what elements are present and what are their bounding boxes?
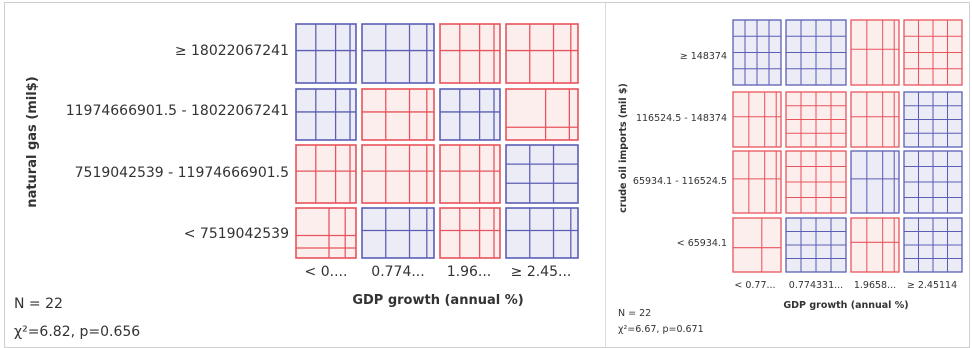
left-mosaic-cells xyxy=(295,23,579,259)
left-x-axis-title: GDP growth (annual %) xyxy=(352,293,523,308)
left-n-label: N = 22 xyxy=(14,296,63,312)
right-row-label-2: 65934.1 - 116524.5 xyxy=(633,176,727,187)
left-cell-r1-c0 xyxy=(295,88,357,141)
right-x-axis-title: GDP growth (annual %) xyxy=(783,300,908,311)
right-cell-r1-c3 xyxy=(903,91,963,148)
right-cell-rect-r3-c0 xyxy=(732,217,782,273)
right-cell-r0-c1 xyxy=(785,19,847,86)
left-mosaic-panel: ≥ 18022067241 11974666901.5 - 1802206724… xyxy=(14,23,579,340)
right-col-label-1: 0.774331... xyxy=(789,280,843,291)
right-col-label-3: ≥ 2.45114 xyxy=(907,280,957,291)
left-cell-r2-c0 xyxy=(295,144,357,204)
left-cell-rect-r0-c0 xyxy=(295,23,357,84)
right-cell-r3-c1 xyxy=(785,217,847,273)
left-col-label-3: ≥ 2.45... xyxy=(511,264,572,280)
left-row-label-1: 11974666901.5 - 18022067241 xyxy=(66,103,289,119)
left-cell-r2-c1 xyxy=(361,144,435,204)
left-cell-rect-r2-c0 xyxy=(295,144,357,204)
right-cell-r1-c0 xyxy=(732,91,782,148)
left-cell-rect-r3-c0 xyxy=(295,207,357,259)
left-cell-r3-c1 xyxy=(361,207,435,259)
right-cell-r2-c1 xyxy=(785,150,847,214)
right-cell-rect-r2-c0 xyxy=(732,150,782,214)
left-cell-r3-c2 xyxy=(439,207,501,259)
left-cell-rect-r2-c3 xyxy=(505,144,579,204)
right-stat-label: χ²=6.67, p=0.671 xyxy=(618,324,704,335)
left-cell-rect-r0-c3 xyxy=(505,23,579,84)
right-row-label-3: < 65934.1 xyxy=(677,238,727,249)
right-cell-rect-r1-c0 xyxy=(732,91,782,148)
panel-divider xyxy=(605,3,606,347)
left-stat-label: χ²=6.82, p=0.656 xyxy=(14,324,140,340)
left-cell-rect-r2-c1 xyxy=(361,144,435,204)
left-cell-rect-r1-c3 xyxy=(505,88,579,141)
left-y-axis-title: natural gas (mil$) xyxy=(25,76,40,207)
right-cell-r0-c3 xyxy=(903,19,963,86)
left-cell-r1-c3 xyxy=(505,88,579,141)
left-row-label-3: < 7519042539 xyxy=(184,226,289,242)
left-col-label-1: 0.774... xyxy=(371,264,424,280)
right-cell-r3-c0 xyxy=(732,217,782,273)
left-cell-rect-r1-c2 xyxy=(439,88,501,141)
left-col-label-0: < 0.... xyxy=(305,264,348,280)
left-cell-rect-r3-c2 xyxy=(439,207,501,259)
left-cell-rect-r3-c1 xyxy=(361,207,435,259)
left-cell-rect-r0-c2 xyxy=(439,23,501,84)
left-cell-r2-c3 xyxy=(505,144,579,204)
right-mosaic-cells xyxy=(732,19,963,273)
left-cell-rect-r0-c1 xyxy=(361,23,435,84)
right-col-label-0: < 0.77... xyxy=(734,280,775,291)
left-cell-rect-r1-c0 xyxy=(295,88,357,141)
right-cell-r0-c0 xyxy=(732,19,782,86)
left-cell-rect-r1-c1 xyxy=(361,88,435,141)
left-cell-rect-r2-c2 xyxy=(439,144,501,204)
left-cell-r0-c2 xyxy=(439,23,501,84)
left-row-label-0: ≥ 18022067241 xyxy=(175,43,289,59)
left-cell-r0-c0 xyxy=(295,23,357,84)
right-row-label-1: 116524.5 - 148374 xyxy=(636,113,727,124)
left-cell-r1-c2 xyxy=(439,88,501,141)
right-cell-r2-c0 xyxy=(732,150,782,214)
right-cell-r3-c2 xyxy=(850,217,900,273)
left-cell-r1-c1 xyxy=(361,88,435,141)
left-cell-r2-c2 xyxy=(439,144,501,204)
right-cell-r1-c1 xyxy=(785,91,847,148)
left-cell-r0-c3 xyxy=(505,23,579,84)
right-cell-r2-c2 xyxy=(850,150,900,214)
right-n-label: N = 22 xyxy=(618,308,651,319)
right-row-label-0: ≥ 148374 xyxy=(680,51,727,62)
left-cell-r0-c1 xyxy=(361,23,435,84)
right-cell-r0-c2 xyxy=(850,19,900,86)
right-cell-rect-r1-c2 xyxy=(850,91,900,148)
left-cell-r3-c0 xyxy=(295,207,357,259)
right-cell-rect-r0-c2 xyxy=(850,19,900,86)
left-row-label-2: 7519042539 - 11974666901.5 xyxy=(75,165,289,181)
left-cell-r3-c3 xyxy=(505,207,579,259)
right-cell-r1-c2 xyxy=(850,91,900,148)
right-cell-rect-r3-c2 xyxy=(850,217,900,273)
right-cell-r2-c3 xyxy=(903,150,963,214)
left-col-label-2: 1.96... xyxy=(447,264,492,280)
right-mosaic-panel: ≥ 148374 116524.5 - 148374 65934.1 - 116… xyxy=(618,19,963,335)
left-cell-rect-r3-c3 xyxy=(505,207,579,259)
right-y-axis-title: crude oil imports (mil $) xyxy=(618,83,629,213)
right-cell-r3-c3 xyxy=(903,217,963,273)
right-col-label-2: 1.9658... xyxy=(854,280,896,291)
right-cell-rect-r2-c2 xyxy=(850,150,900,214)
